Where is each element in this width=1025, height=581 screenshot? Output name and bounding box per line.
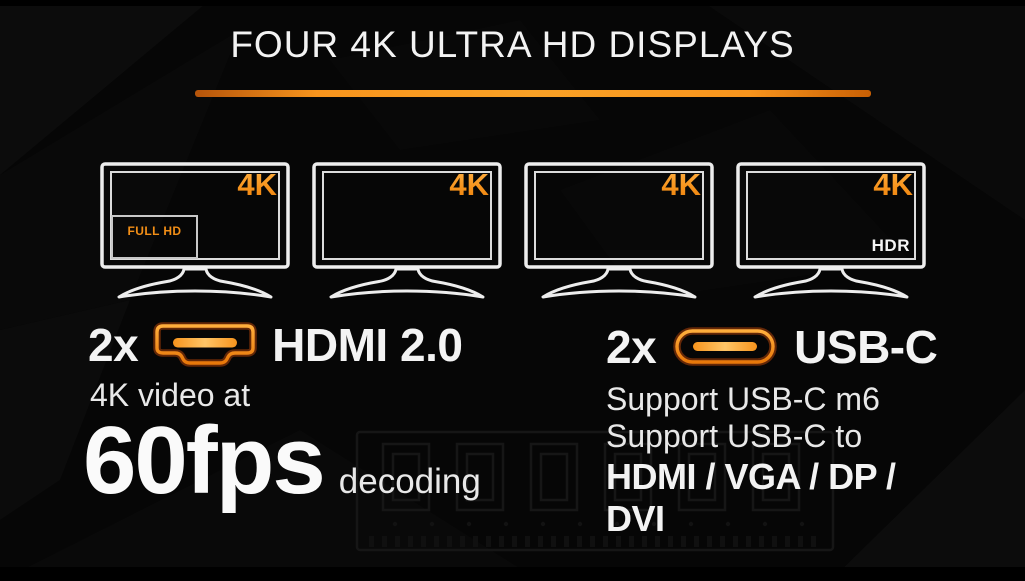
fps-row: 60fps decoding: [83, 413, 481, 509]
monitor-icon: [524, 162, 714, 299]
usbc-label: USB-C: [794, 321, 938, 373]
page-title: FOUR 4K ULTRA HD DISPLAYS: [230, 24, 795, 65]
full-hd-inset: FULL HD: [111, 215, 198, 259]
usbc-adapter-line-1: HDMI / VGA / DP /: [606, 456, 896, 497]
title-underline: [195, 90, 871, 97]
ram-module-outline-icon: [355, 430, 835, 552]
monitor-icon: [312, 162, 502, 299]
resolution-badge: 4K: [449, 167, 489, 202]
monitor-3-4k: 4K: [524, 162, 714, 307]
resolution-badge: 4K: [237, 167, 277, 202]
monitor-icon: [736, 162, 926, 299]
fps-suffix: decoding: [338, 462, 481, 501]
resolution-badge: 4K: [661, 167, 701, 202]
usbc-support-line-2: Support USB-C to: [606, 418, 863, 454]
hdmi-subtitle: 4K video at: [90, 377, 251, 413]
hdr-badge: HDR: [871, 236, 910, 255]
hdmi-port-row: 2x HDMI 2.0: [88, 318, 463, 372]
hdmi-count: 2x: [88, 319, 139, 371]
usb-c-port-icon: [673, 327, 777, 366]
hdmi-port-icon: [153, 322, 257, 367]
bottom-letterbox: [0, 567, 1025, 581]
hdmi-label: HDMI 2.0: [272, 319, 463, 371]
usbc-support-line-1: Support USB-C m6: [606, 381, 880, 417]
usbc-port-row: 2x USB-C: [606, 320, 938, 374]
monitor-2-4k: 4K: [312, 162, 502, 307]
monitor-4-4k-hdr: 4K HDR: [736, 162, 926, 307]
usbc-adapter-line-2: DVI: [606, 498, 665, 539]
full-hd-label: FULL HD: [127, 224, 182, 238]
monitor-1-4k-fullhd: 4K FULL HD: [100, 162, 290, 307]
top-letterbox: [0, 0, 1025, 6]
usbc-count: 2x: [606, 321, 657, 373]
resolution-badge: 4K: [873, 167, 913, 202]
fps-value: 60fps: [83, 407, 326, 514]
